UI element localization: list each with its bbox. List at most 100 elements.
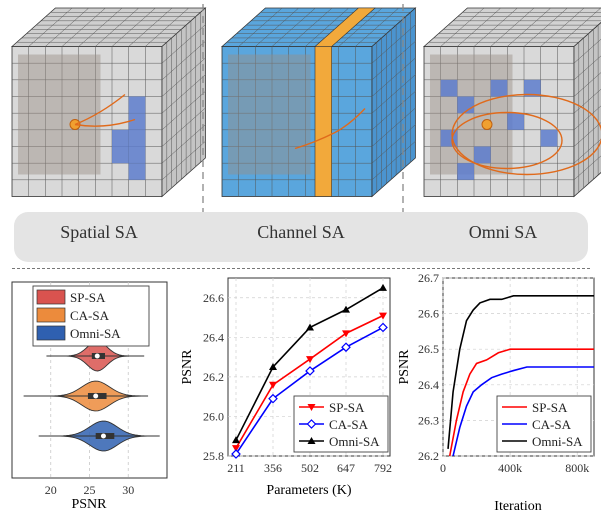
params-series (231, 283, 388, 459)
cube-grid-line (457, 7, 501, 47)
violin-legend-label: SP-SA (70, 290, 106, 305)
panel-label-band (14, 212, 588, 262)
iteration-legend-label: SP-SA (532, 400, 568, 415)
cube-grid-line (338, 7, 383, 47)
params-y-label: PSNR (180, 349, 195, 385)
violin-legend-swatch (36, 289, 66, 305)
params-x-tick-label: 647 (337, 461, 355, 475)
violin-x-tick-label: 25 (84, 483, 96, 497)
violin-legend-swatch (36, 325, 66, 341)
attention-cell (474, 146, 491, 164)
params-marker-triangle-up (232, 436, 240, 444)
iteration-y-label: PSNR (397, 349, 412, 385)
cube-grid-line (573, 55, 601, 81)
cube-grid-line (161, 57, 206, 97)
params-marker-triangle-up (342, 305, 350, 313)
params-marker-diamond (378, 322, 388, 333)
cube-grid-line (28, 7, 73, 47)
params-legend-label: CA-SA (329, 417, 369, 432)
iteration-x-tick-label: 800k (565, 461, 589, 475)
cube-grid-line (95, 7, 139, 47)
cube-grid-line (145, 7, 189, 47)
violin-legend-swatch (36, 307, 66, 323)
iteration-grid (442, 277, 594, 457)
omni-attention-arc (451, 93, 601, 176)
params-x-tick-label: 792 (374, 461, 392, 475)
attention-cell (128, 96, 146, 114)
params-marker-triangle-up (269, 363, 277, 370)
cube-grid-line (161, 141, 206, 181)
cube-grid-line (161, 107, 206, 147)
iteration-line-chart: 26.2 26.3 26.4 26.5 26.6 26.7 0 400k 800k Iterat… (397, 271, 595, 514)
params-marker-triangle-up (306, 323, 314, 331)
params-marker-triangle-down (379, 312, 387, 320)
cube-grid-line (573, 138, 601, 164)
attention-cell (457, 163, 474, 180)
charts-row: 20 25 30 PSNR SP-SA CA-SA Omni-SA 25.8 26.0 26… (11, 271, 595, 514)
section-separator (12, 268, 590, 269)
cube-grid-line (238, 7, 283, 47)
params-marker-diamond (268, 393, 278, 404)
cube-grid-line (371, 74, 416, 114)
iteration-series-line (448, 348, 594, 457)
cube-grid-line (111, 7, 156, 47)
cube-grid-line (371, 41, 416, 81)
cube-grid-line (128, 7, 173, 47)
cube-grid-line (78, 7, 123, 47)
iteration-y-tick-label: 26.3 (418, 413, 439, 427)
spatial-attention-arc (74, 93, 136, 127)
iteration-y-tick-label: 26.4 (418, 378, 439, 392)
params-line-chart: 25.8 26.0 26.2 26.4 26.6 211 356 502 647 792 Para… (180, 277, 392, 498)
params-legend-marker (307, 437, 316, 444)
cube-grid-line (305, 7, 349, 47)
params-legend-label: SP-SA (329, 400, 365, 415)
attention-cell (440, 79, 458, 97)
cube-grid-line (573, 155, 601, 181)
attention-cell (128, 113, 146, 130)
violin-chart: 20 25 30 PSNR SP-SA CA-SA Omni-SA (11, 281, 168, 512)
cube-grid-line (161, 74, 206, 114)
params-legend-label: Omni-SA (329, 434, 380, 449)
attention-cell (128, 146, 146, 164)
params-marker-triangle-down (269, 381, 277, 389)
params-marker-triangle-up (379, 283, 387, 291)
cube-grid-line (288, 7, 333, 47)
cube-grid-line (271, 7, 316, 47)
cube-grid-line (371, 124, 416, 164)
cube-grid-line (161, 91, 206, 131)
cube-grid-line (371, 141, 416, 181)
params-ticks: 25.8 26.0 26.2 26.4 26.6 211 356 502 647 792 (203, 291, 392, 475)
iteration-y-tick-label: 26.7 (418, 271, 439, 285)
iteration-x-tick-label: 0 (440, 461, 446, 475)
cube-illustrations (10, 7, 601, 198)
cube-grid-line (371, 57, 416, 97)
violin-median-point (92, 392, 99, 400)
params-legend-marker (307, 404, 316, 411)
cube-grid-line (371, 24, 416, 64)
params-x-tick-label: 356 (264, 461, 282, 475)
params-y-tick-label: 26.2 (203, 370, 224, 384)
cube-grid-line (523, 7, 568, 47)
params-y-tick-label: 25.8 (203, 449, 224, 463)
attention-cell (112, 146, 129, 164)
cube-grid-line (161, 41, 206, 81)
cube-grid-line (161, 24, 206, 64)
cube-image-hint (430, 54, 513, 175)
omni-attention-arc (451, 111, 563, 170)
attention-illustration-row (10, 4, 601, 258)
params-x-label: Parameters (K) (266, 483, 351, 498)
params-marker-diamond (341, 342, 351, 353)
violin-median-point (94, 352, 101, 360)
spatial-cube-icon (10, 7, 207, 198)
violin-x-ticks: 20 25 30 (45, 483, 135, 497)
cube-grid-line (573, 72, 601, 97)
violin-median-point (100, 432, 107, 440)
violin-legend-label: Omni-SA (70, 326, 121, 341)
cube-image-hint (228, 54, 311, 175)
cube-grid-line (45, 7, 89, 47)
cube-grid-line (490, 7, 535, 47)
cube-grid-line (507, 7, 551, 47)
params-marker-diamond (231, 449, 241, 459)
cube-grid-line (161, 124, 206, 164)
violin-x-tick-label: 30 (122, 483, 134, 497)
